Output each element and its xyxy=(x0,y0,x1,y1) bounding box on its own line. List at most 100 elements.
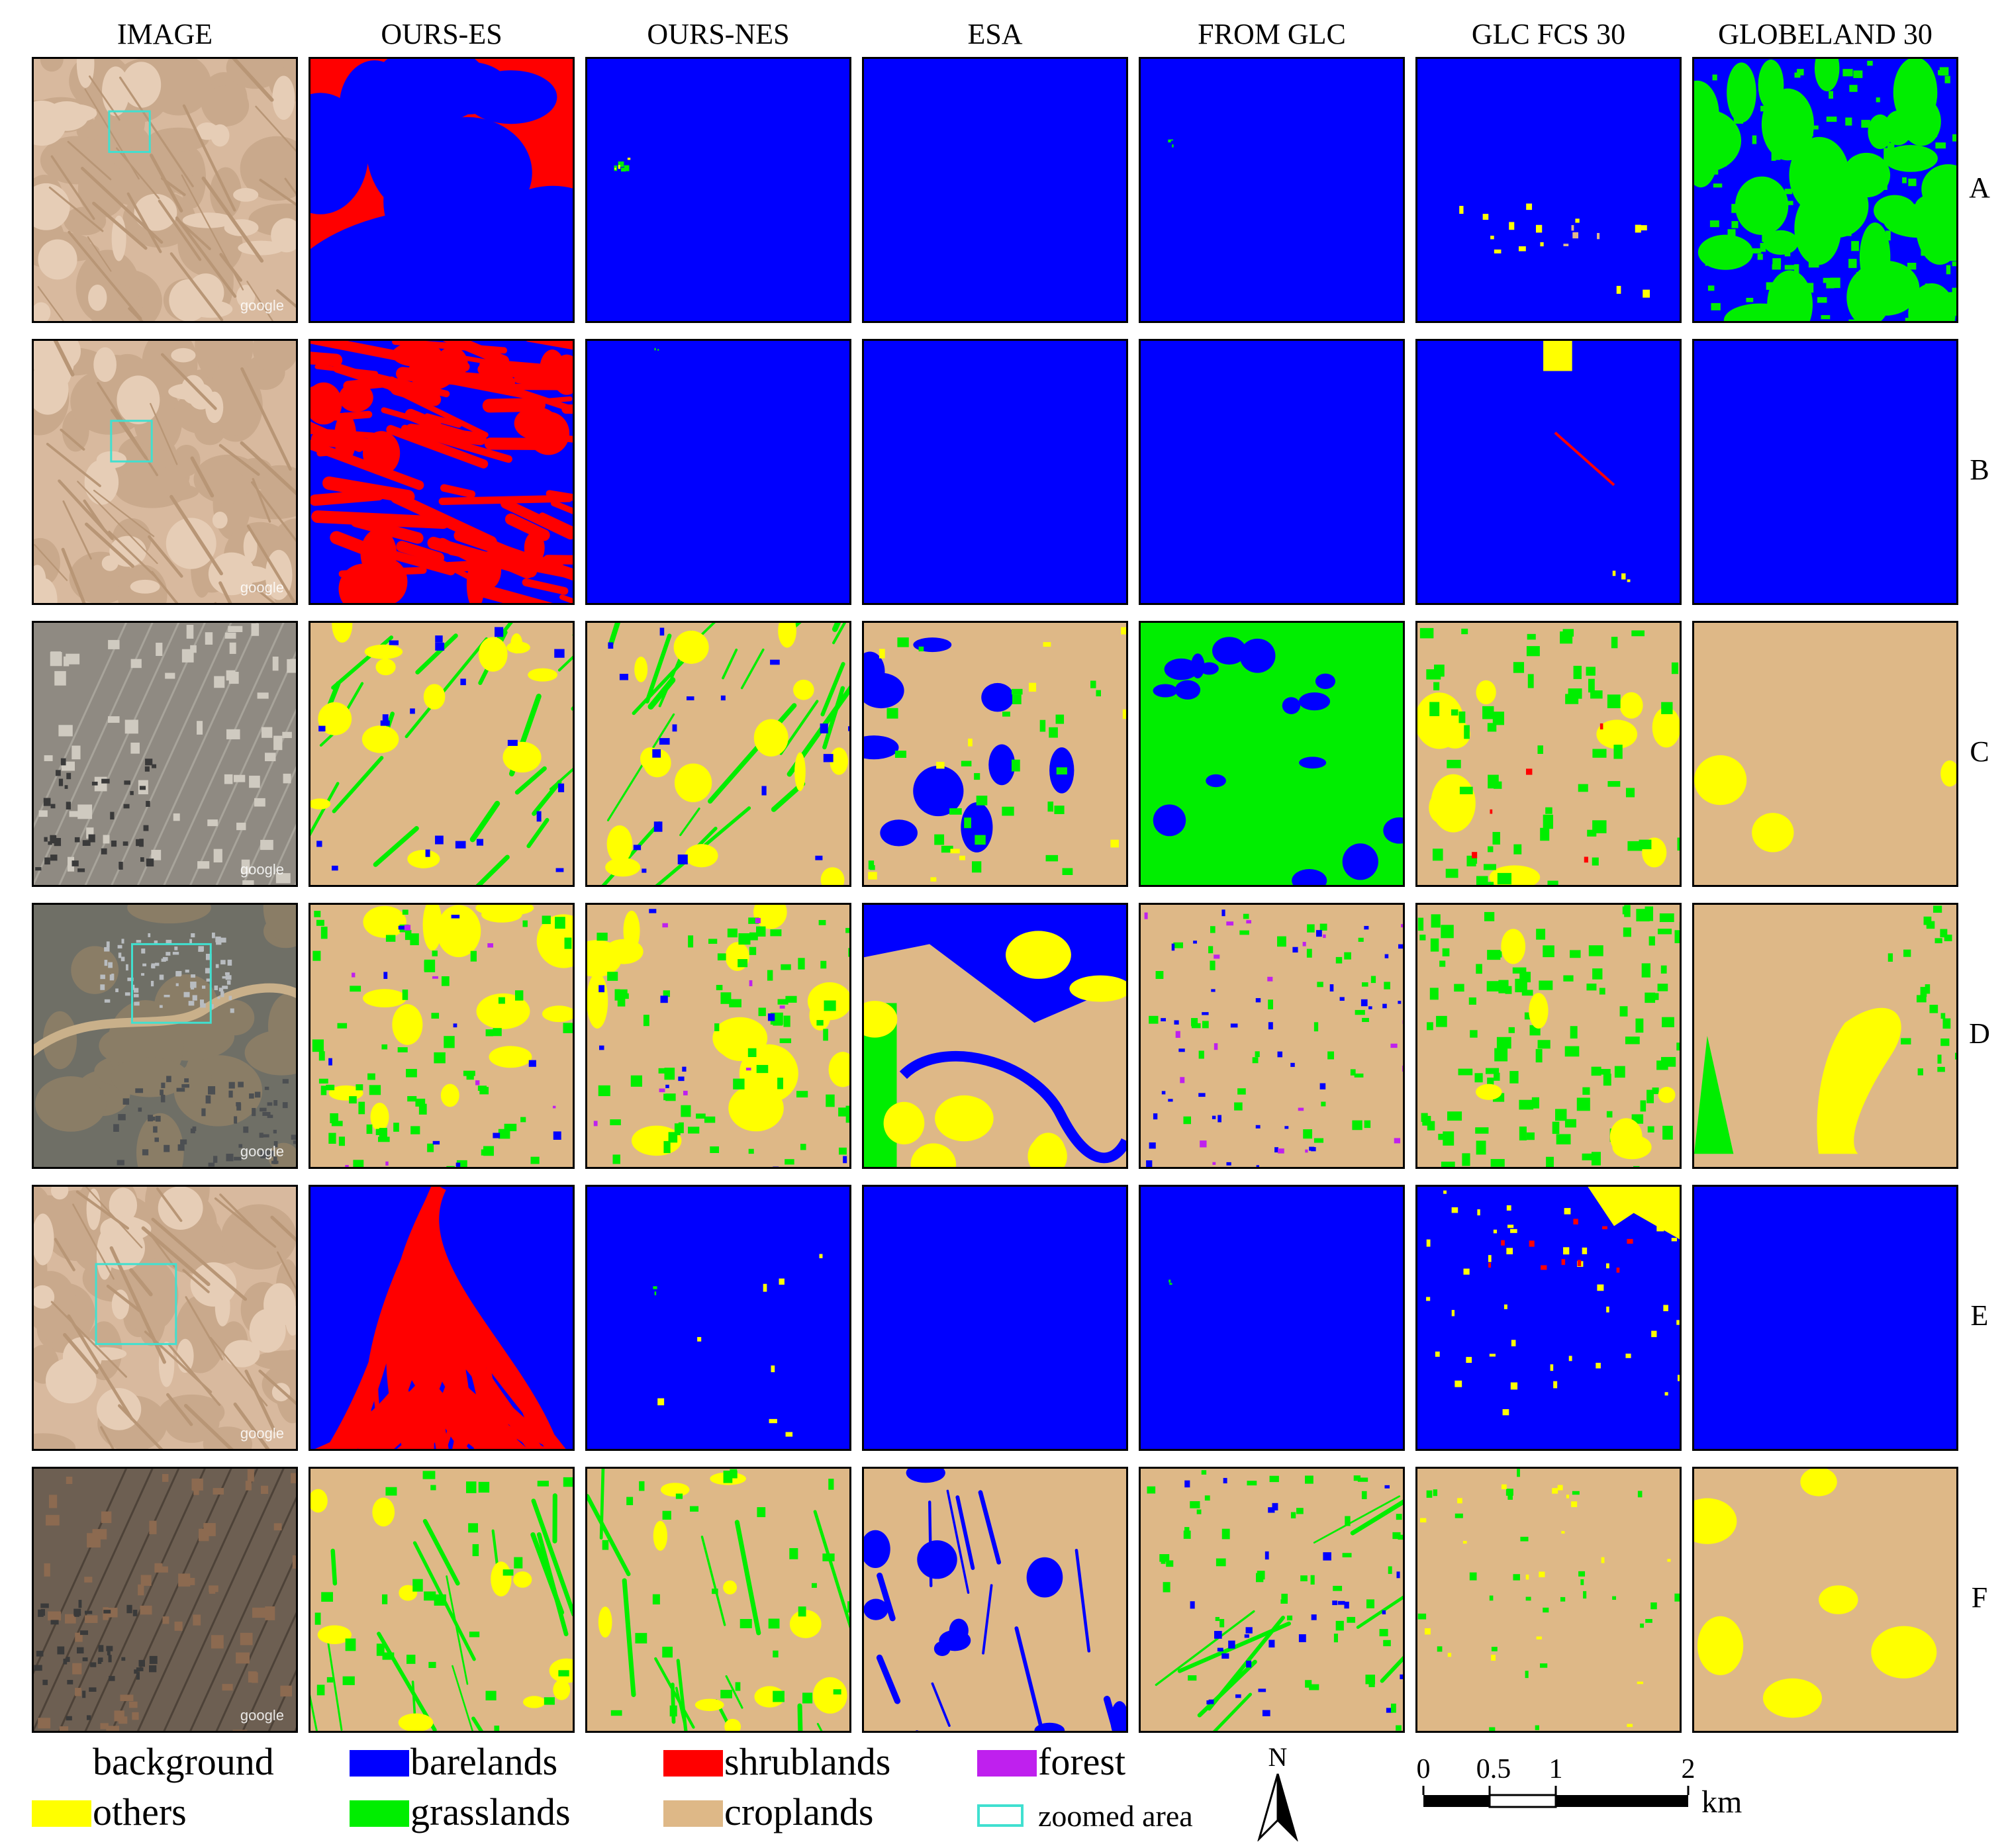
panel-a-2 xyxy=(585,57,851,323)
land-cover-map xyxy=(1694,1187,1956,1449)
panel-a-5 xyxy=(1415,57,1682,323)
legend-label-shrublands: shrublands xyxy=(724,1740,891,1783)
land-cover-map xyxy=(1694,1469,1956,1731)
scale-tick-label: 0.5 xyxy=(1476,1754,1511,1784)
panel-f-3 xyxy=(862,1467,1128,1733)
land-cover-map xyxy=(587,1469,849,1731)
land-cover-map xyxy=(864,1187,1126,1449)
panel-c-5 xyxy=(1415,621,1682,887)
legend-swatch-shrublands xyxy=(663,1750,723,1777)
row-label-e: E xyxy=(1970,1299,1989,1332)
column-header-3: ESA xyxy=(967,18,1023,50)
panel-b-3 xyxy=(862,339,1128,605)
land-cover-map xyxy=(1141,1469,1403,1731)
row-label-a: A xyxy=(1969,171,1990,204)
satellite-image xyxy=(34,59,296,321)
panel-d-2 xyxy=(585,903,851,1169)
legend-label-barelands: barelands xyxy=(410,1740,558,1783)
panel-c-1 xyxy=(309,621,575,887)
land-cover-map xyxy=(1694,905,1956,1167)
land-cover-map xyxy=(587,59,849,321)
panel-d-3 xyxy=(862,903,1128,1169)
panel-f-5 xyxy=(1415,1467,1682,1733)
land-cover-map xyxy=(1141,1187,1403,1449)
satellite-image xyxy=(34,1469,296,1731)
scale-tick-label: 0 xyxy=(1417,1754,1431,1784)
scale-tick-label: 2 xyxy=(1682,1754,1695,1784)
panel-a-0: google xyxy=(32,57,298,323)
legend-label-background: background xyxy=(93,1740,274,1783)
panel-d-0: google xyxy=(32,903,298,1169)
google-watermark: google xyxy=(240,579,284,596)
legend-label-others: others xyxy=(93,1790,187,1833)
legend-label-zoomed-area: zoomed area xyxy=(1038,1799,1193,1833)
legend-label-forest: forest xyxy=(1038,1740,1126,1783)
land-cover-map xyxy=(587,341,849,603)
land-cover-map xyxy=(587,1187,849,1449)
google-watermark: google xyxy=(240,1143,284,1160)
panel-a-4 xyxy=(1139,57,1405,323)
panel-b-4 xyxy=(1139,339,1405,605)
satellite-image xyxy=(34,905,296,1167)
column-header-0: IMAGE xyxy=(117,18,213,50)
land-cover-map xyxy=(1141,905,1403,1167)
google-watermark: google xyxy=(240,297,284,314)
panel-c-4 xyxy=(1139,621,1405,887)
legend-swatch-zoomed-area xyxy=(977,1804,1024,1827)
legend-swatch-forest xyxy=(977,1750,1037,1777)
legend-label-croplands: croplands xyxy=(724,1790,874,1833)
panel-f-2 xyxy=(585,1467,851,1733)
panel-d-4 xyxy=(1139,903,1405,1169)
north-label: N xyxy=(1268,1742,1288,1772)
land-cover-map xyxy=(587,623,849,885)
land-cover-map xyxy=(310,59,573,321)
panel-a-3 xyxy=(862,57,1128,323)
google-watermark: google xyxy=(240,861,284,878)
panel-c-3 xyxy=(862,621,1128,887)
column-header-6: GLOBELAND 30 xyxy=(1718,18,1932,50)
land-cover-map xyxy=(864,59,1126,321)
panel-a-6 xyxy=(1692,57,1958,323)
legend-label-grasslands: grasslands xyxy=(410,1790,571,1833)
land-cover-map xyxy=(1141,59,1403,321)
panel-e-1 xyxy=(309,1185,575,1451)
panel-b-0: google xyxy=(32,339,298,605)
land-cover-map xyxy=(1694,341,1956,603)
panel-e-2 xyxy=(585,1185,851,1451)
land-cover-map xyxy=(1417,623,1680,885)
land-cover-map xyxy=(310,341,573,603)
panel-b-1 xyxy=(309,339,575,605)
panel-f-4 xyxy=(1139,1467,1405,1733)
panel-e-3 xyxy=(862,1185,1128,1451)
land-cover-map xyxy=(310,1187,573,1449)
scale-tick-label: 1 xyxy=(1549,1754,1563,1784)
legend-swatch-croplands xyxy=(663,1800,723,1827)
panel-c-0: google xyxy=(32,621,298,887)
panel-f-1 xyxy=(309,1467,575,1733)
north-arrow-icon: N xyxy=(1251,1742,1304,1843)
column-header-2: OURS-NES xyxy=(647,18,790,50)
land-cover-map xyxy=(310,623,573,885)
land-cover-map xyxy=(1417,1187,1680,1449)
panel-b-6 xyxy=(1692,339,1958,605)
panel-c-2 xyxy=(585,621,851,887)
panel-f-6 xyxy=(1692,1467,1958,1733)
land-cover-map xyxy=(1694,623,1956,885)
panel-b-5 xyxy=(1415,339,1682,605)
land-cover-map xyxy=(310,1469,573,1731)
land-cover-map xyxy=(1417,341,1680,603)
satellite-image xyxy=(34,623,296,885)
panel-c-6 xyxy=(1692,621,1958,887)
land-cover-map xyxy=(864,623,1126,885)
row-label-b: B xyxy=(1970,453,1989,486)
scale-bar: 0 0.5 1 2 km xyxy=(1410,1738,1781,1824)
land-cover-map xyxy=(1417,905,1680,1167)
row-label-f: F xyxy=(1971,1581,1988,1614)
google-watermark: google xyxy=(240,1707,284,1724)
legend-swatch-grasslands xyxy=(350,1800,409,1827)
panel-b-2 xyxy=(585,339,851,605)
legend-swatch-barelands xyxy=(350,1750,409,1777)
land-cover-map xyxy=(864,341,1126,603)
row-label-d: D xyxy=(1969,1017,1990,1050)
